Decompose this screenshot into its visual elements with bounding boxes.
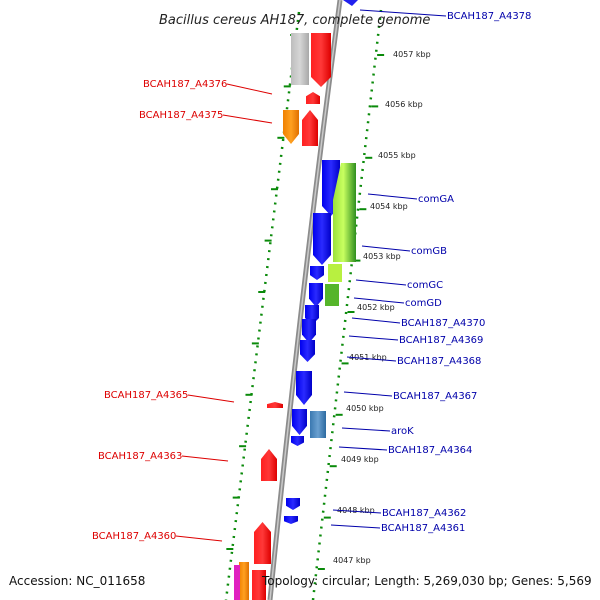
leader-line <box>346 356 397 362</box>
gene-label: BCAH187_A4364 <box>388 445 472 456</box>
leader-line <box>341 427 391 432</box>
leader-line <box>181 455 229 462</box>
gene-arrow <box>267 402 283 408</box>
gene-arrow <box>239 562 249 600</box>
gene-arrow <box>291 33 309 85</box>
gene-label: comGD <box>405 298 442 309</box>
gene-arrow <box>284 516 298 524</box>
gene-label: BCAH187_A4378 <box>447 11 531 22</box>
gene-arrow <box>300 340 315 362</box>
gene-arrow <box>254 522 271 564</box>
gene-label: comGB <box>411 246 447 257</box>
gene-label: BCAH187_A4361 <box>381 523 465 534</box>
gene-arrow <box>343 0 358 6</box>
ruler-label: 4048 kbp <box>337 506 375 515</box>
ruler-label: 4050 kbp <box>346 404 384 413</box>
genome-summary-text: Topology: circular; Length: 5,269,030 bp… <box>262 574 592 588</box>
leader-line <box>187 394 235 403</box>
gene-arrow <box>310 411 326 438</box>
leader-line <box>367 193 418 200</box>
gene-arrow <box>261 449 277 481</box>
track-band <box>226 0 388 600</box>
gene-arrow <box>286 498 300 510</box>
genome-backbone-highlight <box>269 0 341 600</box>
gene-label: BCAH187_A4370 <box>401 318 485 329</box>
ruler-label: 4053 kbp <box>363 252 401 261</box>
leader-line <box>222 114 273 124</box>
leader-line <box>338 446 388 451</box>
gene-arrow <box>252 570 266 600</box>
leader-line <box>353 297 405 304</box>
gene-features <box>234 0 358 600</box>
gene-arrow <box>302 319 316 343</box>
gene-arrow <box>311 33 331 87</box>
gene-arrow <box>328 264 342 282</box>
gene-label: BCAH187_A4365 <box>104 390 188 401</box>
ruler-label: 4057 kbp <box>393 50 431 59</box>
gene-arrow <box>309 283 323 307</box>
ruler-label: 4056 kbp <box>385 100 423 109</box>
label-leader-lines <box>175 9 447 542</box>
leader-line <box>359 9 447 17</box>
ruler-label: 4049 kbp <box>341 455 379 464</box>
leader-line <box>330 524 381 529</box>
gene-arrow <box>292 409 307 435</box>
gene-arrow <box>291 436 304 446</box>
ruler-label: 4051 kbp <box>349 353 387 362</box>
gene-arrow <box>313 213 331 265</box>
gene-label: BCAH187_A4363 <box>98 451 182 462</box>
leader-line <box>355 279 407 286</box>
gene-arrow <box>325 284 339 306</box>
leader-line <box>226 83 273 95</box>
ruler-label: 4047 kbp <box>333 556 371 565</box>
gene-arrow <box>333 163 356 262</box>
ruler-label: 4054 kbp <box>370 202 408 211</box>
kbp-ruler: 4057 kbp 4056 kbp 4055 kbp 4054 kbp 4053 kbp… <box>333 50 431 565</box>
gene-arrow <box>306 92 320 104</box>
leader-line <box>348 335 399 341</box>
gene-label: BCAH187_A4362 <box>382 508 466 519</box>
leader-line <box>361 245 411 252</box>
gene-labels: BCAH187_A4376 BCAH187_A4375 BCAH187_A4365 B… <box>92 11 531 542</box>
inner-dotted-track <box>224 11 301 600</box>
gene-label: BCAH187_A4369 <box>399 335 483 346</box>
gene-label: comGA <box>418 194 454 205</box>
accession-text: Accession: NC_011658 <box>9 574 146 588</box>
map-title: Bacillus cereus AH187, complete genome <box>159 13 430 28</box>
gene-label: comGC <box>407 280 443 291</box>
right-tick-marks <box>317 54 385 570</box>
leader-line <box>175 535 223 542</box>
ruler-label: 4052 kbp <box>357 303 395 312</box>
gene-label: BCAH187_A4375 <box>139 110 223 121</box>
gene-arrow <box>283 110 299 144</box>
leader-line <box>343 391 393 397</box>
gene-label: BCAH187_A4368 <box>397 356 481 367</box>
leader-line <box>332 509 382 514</box>
gene-label: BCAH187_A4376 <box>143 79 227 90</box>
gene-label: aroK <box>391 426 414 437</box>
gene-arrow <box>234 565 240 600</box>
gene-arrow <box>296 371 312 405</box>
outer-dotted-track <box>311 9 383 600</box>
gene-arrow <box>302 110 318 146</box>
gene-arrow <box>310 266 324 280</box>
gene-label: BCAH187_A4360 <box>92 531 176 542</box>
leader-line <box>351 317 401 324</box>
ruler-label: 4055 kbp <box>378 151 416 160</box>
gene-label: BCAH187_A4367 <box>393 391 477 402</box>
